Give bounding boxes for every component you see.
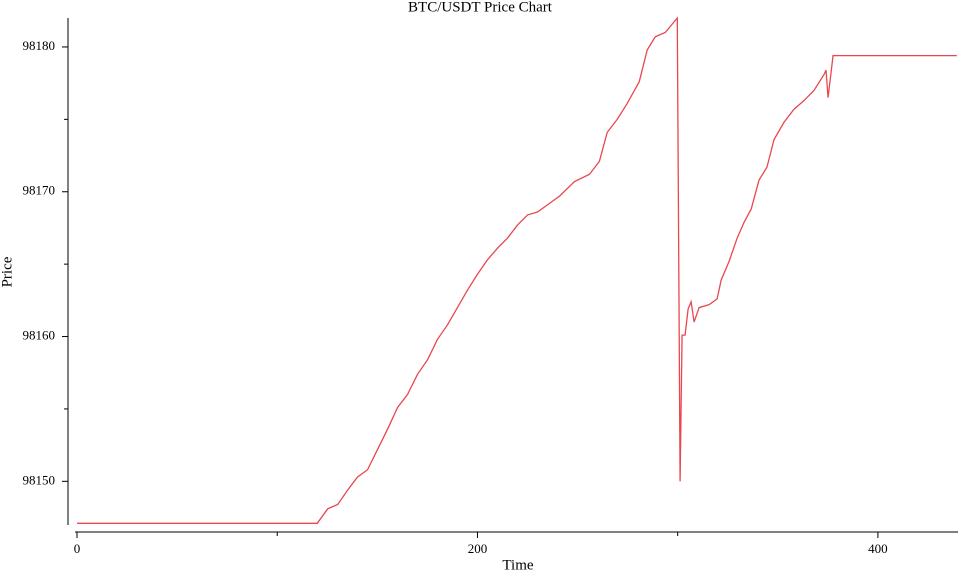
y-tick-label: 98150	[23, 472, 56, 487]
y-tick-label: 98170	[23, 183, 56, 198]
x-tick-label: 0	[74, 541, 81, 556]
x-axis-label: Time	[502, 557, 533, 573]
x-tick-label: 400	[868, 541, 888, 556]
x-tick-label: 200	[468, 541, 488, 556]
y-axis-label: Price	[0, 256, 15, 287]
y-tick-label: 98160	[23, 328, 56, 343]
price-line	[77, 16, 957, 524]
y-tick-label: 98180	[23, 38, 56, 53]
chart-title: BTC/USDT Price Chart	[408, 0, 553, 15]
